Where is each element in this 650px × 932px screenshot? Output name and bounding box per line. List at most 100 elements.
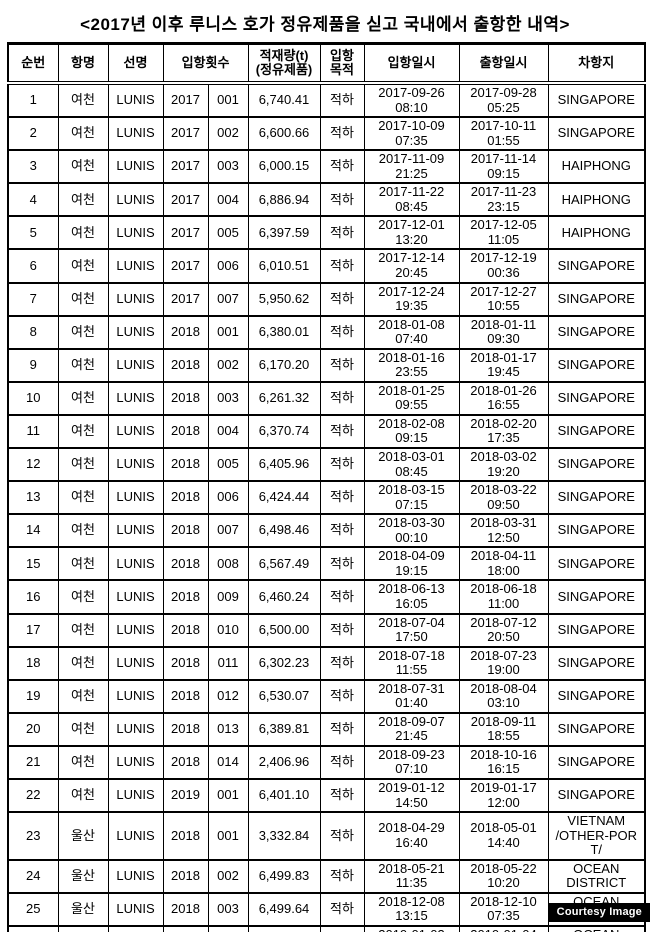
arrival-date: 2018-09-23 [378,746,445,762]
cell-cargo: 6,401.10 [247,777,321,814]
cell-port: 울산 [57,924,109,932]
cell-destination: SINGAPORE [547,81,646,119]
cell-departure: 2017-12-05 11:05 [458,215,549,251]
departure-date: 2019-01-04 [461,928,547,932]
col-header-destination: 차항지 [547,42,646,85]
cell-arrival: 2019-01-12 14:50 [363,777,460,814]
cell-port: 여천 [57,380,109,416]
departure-date: 2017-10-11 [470,118,537,134]
cell-purpose: 적하 [319,777,365,814]
table-row: 18 여천 LUNIS 2018 011 6,302.23 적하 2018-07… [7,645,646,681]
cell-vessel: LUNIS [107,924,164,932]
arrival-time: 17:50 [395,629,428,645]
cell-destination: OCEAN DISTRICT [547,924,646,932]
arrival-time: 00:10 [395,529,428,545]
col-header-purpose: 입항 목적 [319,42,365,85]
cell-port: 여천 [57,513,109,549]
cell-no: 8 [7,314,59,350]
cell-entry-year: 2017 [162,182,209,218]
departure-date: 2018-03-22 [470,482,537,498]
cell-no: 24 [7,858,59,894]
table-row: 17 여천 LUNIS 2018 010 6,500.00 적하 2018-07… [7,612,646,648]
departure-date: 2017-09-28 [470,85,537,100]
cell-destination: HAIPHONG [547,182,646,218]
cell-destination: SINGAPORE [547,612,646,648]
cell-departure: 2018-08-04 03:10 [458,678,549,714]
arrival-date: 2017-11-22 [378,184,445,200]
cell-entry-year: 2019 [162,924,209,932]
cell-port: 여천 [57,777,109,814]
cell-cargo: 5,950.62 [247,281,321,317]
cell-destination: HAIPHONG [547,149,646,185]
departure-time: 05:25 [487,99,520,115]
cell-entry-count: 003 [207,380,249,416]
cell-port: 여천 [57,678,109,714]
cell-no: 21 [7,744,59,780]
cell-entry-count: 003 [207,149,249,185]
header-row: 순번 항명 선명 입항횟수 적재량(t) (정유제품) 입항 목적 입항일시 출… [7,42,646,85]
table-row: 6 여천 LUNIS 2017 006 6,010.51 적하 2017-12-… [7,248,646,284]
table-title: <2017년 이후 루니스 호가 정유제품을 싣고 국내에서 출항한 내역> [80,15,570,34]
arrival-time: 07:35 [395,132,428,148]
cell-arrival: 2018-07-04 17:50 [363,612,460,648]
cell-vessel: LUNIS [107,546,164,582]
departure-date: 2018-07-23 [470,647,537,663]
departure-date: 2018-01-11 [470,316,537,332]
cell-destination: SINGAPORE [547,314,646,350]
cell-port: 여천 [57,579,109,615]
cell-no: 13 [7,480,59,516]
departure-date: 2018-02-20 [470,415,537,431]
cell-cargo: 6,454.04 [247,924,321,932]
departure-time: 18:00 [487,562,520,578]
cell-cargo: 6,302.23 [247,645,321,681]
cell-departure: 2017-10-11 01:55 [458,116,549,152]
cell-entry-year: 2018 [162,480,209,516]
cell-entry-year: 2018 [162,891,209,927]
cell-purpose: 적하 [319,711,365,747]
cell-departure: 2018-09-11 18:55 [458,711,549,747]
cell-entry-count: 011 [207,645,249,681]
departure-time: 03:10 [487,695,520,711]
cell-entry-year: 2018 [162,314,209,350]
arrival-date: 2018-12-08 [378,893,445,909]
departure-date: 2017-11-23 [470,184,537,200]
arrival-date: 2017-10-09 [378,118,445,134]
arrival-time: 08:45 [395,463,428,479]
cell-entry-count: 001 [207,777,249,814]
cell-vessel: LUNIS [107,413,164,450]
cell-destination: SINGAPORE [547,281,646,317]
cell-cargo: 6,498.46 [247,513,321,549]
cell-vessel: LUNIS [107,182,164,218]
cell-cargo: 6,600.66 [247,116,321,152]
cell-port: 여천 [57,81,109,119]
cell-vessel: LUNIS [107,480,164,516]
cell-entry-count: 002 [207,347,249,383]
cell-no: 11 [7,413,59,450]
cell-arrival: 2017-10-09 07:35 [363,116,460,152]
cell-entry-count: 002 [207,116,249,152]
arrival-time: 20:45 [395,265,428,281]
departure-date: 2018-07-12 [470,614,537,630]
cell-arrival: 2018-07-31 01:40 [363,678,460,714]
cell-cargo: 6,380.01 [247,314,321,350]
departure-time: 19:00 [487,662,520,678]
cell-port: 여천 [57,314,109,350]
cell-no: 23 [7,811,59,861]
departure-date: 2018-08-04 [470,680,537,696]
cell-departure: 2017-12-19 00:36 [458,248,549,284]
cell-entry-year: 2018 [162,546,209,582]
cell-departure: 2017-12-27 10:55 [458,281,549,317]
arrival-time: 07:10 [395,761,428,777]
cell-cargo: 6,170.20 [247,347,321,383]
arrival-date: 2018-03-01 [378,449,445,465]
cell-no: 17 [7,612,59,648]
departure-date: 2018-10-16 [470,746,537,762]
cell-arrival: 2018-09-07 21:45 [363,711,460,747]
cell-arrival: 2018-04-09 19:15 [363,546,460,582]
cell-entry-count: 012 [207,678,249,714]
arrival-date: 2017-11-09 [378,151,445,167]
table-row: 3 여천 LUNIS 2017 003 6,000.15 적하 2017-11-… [7,149,646,185]
table-row: 16 여천 LUNIS 2018 009 6,460.24 적하 2018-06… [7,579,646,615]
departure-time: 07:35 [487,908,520,924]
arrival-date: 2018-03-30 [378,515,445,531]
